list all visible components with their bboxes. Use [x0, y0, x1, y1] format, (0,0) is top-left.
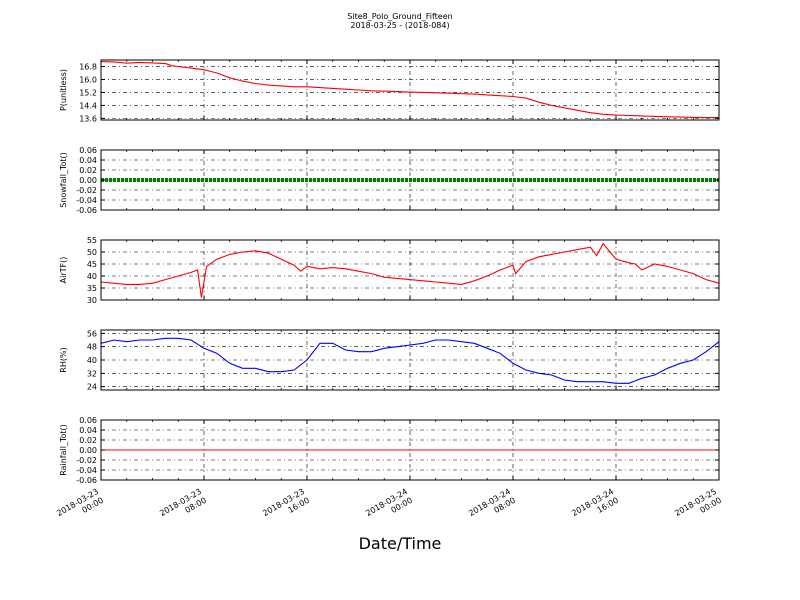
series-line-3: [100, 242, 720, 298]
y-tick-label: 0.02: [79, 166, 97, 175]
y-axis-label: P(unitless): [59, 69, 68, 111]
x-tick-label: 2018-03-2400:00: [364, 487, 414, 527]
x-tick-label: 2018-03-2416:00: [570, 487, 620, 527]
y-tick-label: -0.04: [76, 196, 97, 205]
x-tick-label: 2018-03-2300:00: [55, 487, 105, 527]
y-tick-label: 16.0: [79, 75, 97, 84]
x-tick-label: 2018-03-2316:00: [261, 487, 311, 527]
y-axis-label: Rainfall_Tot(): [59, 424, 68, 476]
y-tick-label: -0.02: [76, 456, 97, 465]
y-axis-label: AirTF(): [59, 257, 68, 284]
x-tick-label: 2018-03-2500:00: [673, 487, 723, 527]
y-tick-label: 55: [87, 236, 97, 245]
y-tick-label: -0.02: [76, 186, 97, 195]
y-tick-label: 14.4: [79, 101, 97, 110]
x-tick-label: 2018-03-2308:00: [158, 487, 208, 527]
y-tick-label: 0.06: [79, 146, 97, 155]
y-tick-label: 56: [87, 329, 97, 338]
y-tick-label: 40: [87, 356, 97, 365]
y-tick-label: 0.00: [79, 446, 97, 455]
y-tick-label: 0.00: [79, 176, 97, 185]
y-axis-label: RH(%): [59, 347, 68, 372]
y-tick-label: 24: [87, 383, 97, 392]
y-tick-label: 30: [87, 296, 97, 305]
y-tick-label: 40: [87, 272, 97, 281]
y-tick-label: -0.06: [76, 206, 97, 215]
y-tick-label: 48: [87, 343, 97, 352]
y-tick-label: -0.04: [76, 466, 97, 475]
y-tick-label: 15.2: [79, 88, 97, 97]
y-axis-label: Snowfall_Tot(): [59, 152, 68, 208]
chart-title: Site8_Polo_Ground_Fifteen: [347, 12, 453, 21]
y-tick-label: 32: [87, 369, 97, 378]
series-line-4: [100, 337, 720, 384]
series-line-1: [100, 61, 719, 119]
chart-subtitle: 2018-03-25 - (2018-084): [350, 21, 450, 30]
y-tick-label: 16.8: [79, 62, 97, 71]
y-tick-label: -0.06: [76, 476, 97, 485]
x-tick-label: 2018-03-2408:00: [467, 487, 517, 527]
y-tick-label: 0.04: [79, 156, 97, 165]
y-tick-label: 0.02: [79, 436, 97, 445]
y-tick-label: 13.6: [79, 114, 97, 123]
y-tick-label: 0.04: [79, 426, 97, 435]
y-tick-label: 0.06: [79, 416, 97, 425]
y-tick-label: 50: [87, 248, 97, 257]
x-axis-label: Date/Time: [358, 534, 442, 553]
y-tick-label: 45: [87, 260, 97, 269]
y-tick-label: 35: [87, 284, 97, 293]
